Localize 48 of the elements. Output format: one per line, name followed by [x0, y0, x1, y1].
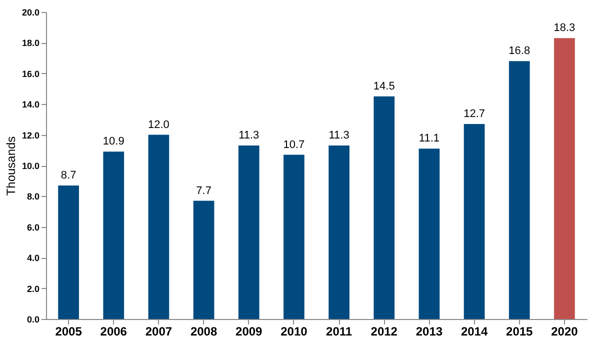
data-label: 11.3 [328, 130, 350, 142]
bar [508, 61, 530, 319]
data-label: 10.7 [283, 138, 305, 151]
data-label: 8.7 [60, 169, 76, 182]
x-tick-label: 2009 [236, 324, 263, 338]
x-tick-label: 2010 [280, 324, 308, 338]
y-tick-label: 12.0 [22, 130, 40, 140]
bar [103, 152, 124, 319]
bar [238, 146, 260, 319]
x-tick-label: 2015 [506, 324, 534, 338]
x-tick-label: 2008 [190, 324, 218, 338]
data-label: 11.3 [238, 130, 260, 142]
y-tick-label: 16.0 [22, 68, 40, 79]
data-label: 18.3 [554, 22, 576, 34]
data-label: 12.0 [148, 118, 170, 131]
x-tick-label: 2013 [416, 324, 443, 338]
x-tick-label: 2020 [551, 324, 578, 338]
y-tick-label: 14.0 [22, 100, 40, 110]
y-axis-title: Thousands [4, 136, 18, 196]
bar [418, 148, 440, 319]
y-tick-label: 8.0 [26, 192, 40, 202]
x-tick-label: 2007 [145, 324, 172, 338]
x-tick-label: 2006 [100, 324, 128, 338]
bar [148, 134, 170, 319]
data-label: 16.8 [508, 45, 530, 58]
data-label: 11.1 [418, 132, 440, 145]
bar [464, 124, 485, 319]
data-label: 12.7 [464, 108, 486, 120]
y-tick-label: 18.0 [22, 38, 40, 48]
bar [193, 200, 214, 319]
bar [58, 185, 79, 319]
y-tick-label: 6.0 [26, 222, 40, 232]
data-label: 14.5 [373, 80, 395, 92]
bar [374, 96, 395, 319]
bar [328, 146, 350, 319]
y-tick-label: 0.0 [26, 314, 40, 324]
x-tick-label: 2005 [55, 324, 82, 338]
data-label: 7.7 [196, 184, 212, 197]
y-tick-label: 2.0 [26, 284, 40, 294]
bar [284, 154, 304, 319]
x-tick-label: 2012 [370, 324, 398, 338]
x-tick-label: 2011 [326, 324, 352, 338]
x-tick-label: 2014 [460, 324, 488, 338]
y-tick-label: 4.0 [26, 253, 40, 264]
data-label: 10.9 [102, 136, 124, 148]
y-tick-label: 10.0 [22, 161, 40, 171]
bar [554, 38, 575, 319]
y-tick-label: 20.0 [22, 8, 40, 18]
